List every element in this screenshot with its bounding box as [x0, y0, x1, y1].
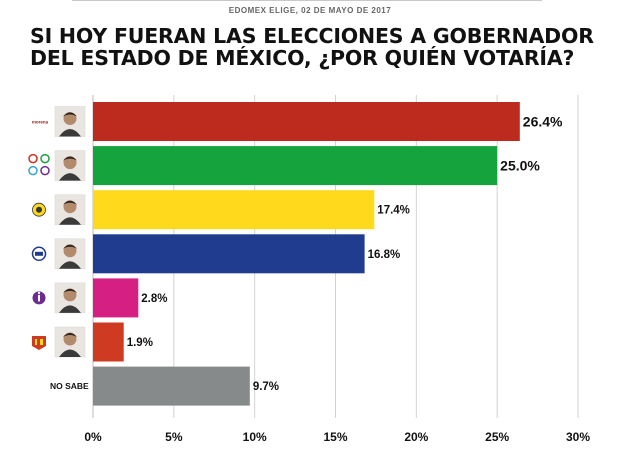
pt-logo-mark	[32, 336, 46, 350]
x-tick-label: 20%	[404, 430, 428, 444]
data-label: 16.8%	[368, 249, 401, 261]
bar-independiente	[93, 278, 139, 318]
row-icon-coalition-logos	[28, 150, 86, 181]
chart-title-line-1: SI HOY FUERAN LAS ELECCIONES A GOBERNADO…	[30, 24, 594, 48]
chart-subtitle: EDOMEX ELIGE, 02 DE MAYO DE 2017	[228, 6, 392, 15]
x-tick-label: 10%	[243, 430, 267, 444]
data-label: 9.7%	[253, 381, 279, 393]
data-labels: 26.4% 25.0% 17.4% 16.8% 2.8% 1.9% 9.7%	[127, 114, 563, 394]
row-icon-pan-logo	[31, 238, 86, 270]
x-axis-ticks: 0% 5% 10% 15% 20% 25% 30%	[84, 430, 590, 444]
x-tick-label: 15%	[323, 430, 347, 444]
x-tick-label: 25%	[485, 430, 509, 444]
bars	[93, 102, 520, 406]
bar-prd	[93, 190, 375, 230]
coalition-party-logo	[40, 165, 50, 176]
row-icons: morena NO SABE	[28, 106, 89, 391]
data-label: 26.4%	[523, 114, 563, 130]
no-sabe-label: NO SABE	[50, 381, 89, 391]
top-rule	[72, 0, 542, 1]
coalition-party-logo	[28, 153, 38, 164]
row-icon-none: NO SABE	[50, 381, 89, 391]
data-label: 17.4%	[377, 205, 410, 217]
row-icon-morena-logo: morena	[32, 106, 86, 137]
bar-no-sabe	[93, 366, 250, 406]
row-icon-independent-logo	[32, 282, 86, 314]
row-icon-pt-logo	[32, 326, 86, 358]
x-tick-label: 30%	[566, 430, 590, 444]
data-label: 1.9%	[127, 337, 153, 349]
data-label: 25.0%	[500, 158, 540, 174]
coalition-party-logo	[40, 153, 50, 164]
data-label: 2.8%	[141, 293, 167, 305]
bar-pt	[93, 322, 124, 362]
x-tick-label: 0%	[84, 430, 102, 444]
coalition-party-logo	[28, 165, 38, 176]
row-icon-prd-logo	[32, 194, 86, 225]
chart-title: SI HOY FUERAN LAS ELECCIONES A GOBERNADO…	[30, 25, 610, 69]
chart-title-line-2: DEL ESTADO DE MÉXICO, ¿POR QUIÉN VOTARÍA…	[30, 46, 575, 70]
bar-morena	[93, 102, 520, 141]
morena-logo-mark: morena	[32, 120, 49, 125]
bar-pri-pvem-panal-pes	[93, 146, 498, 186]
x-tick-label: 5%	[165, 430, 183, 444]
bar-pan	[93, 234, 365, 274]
